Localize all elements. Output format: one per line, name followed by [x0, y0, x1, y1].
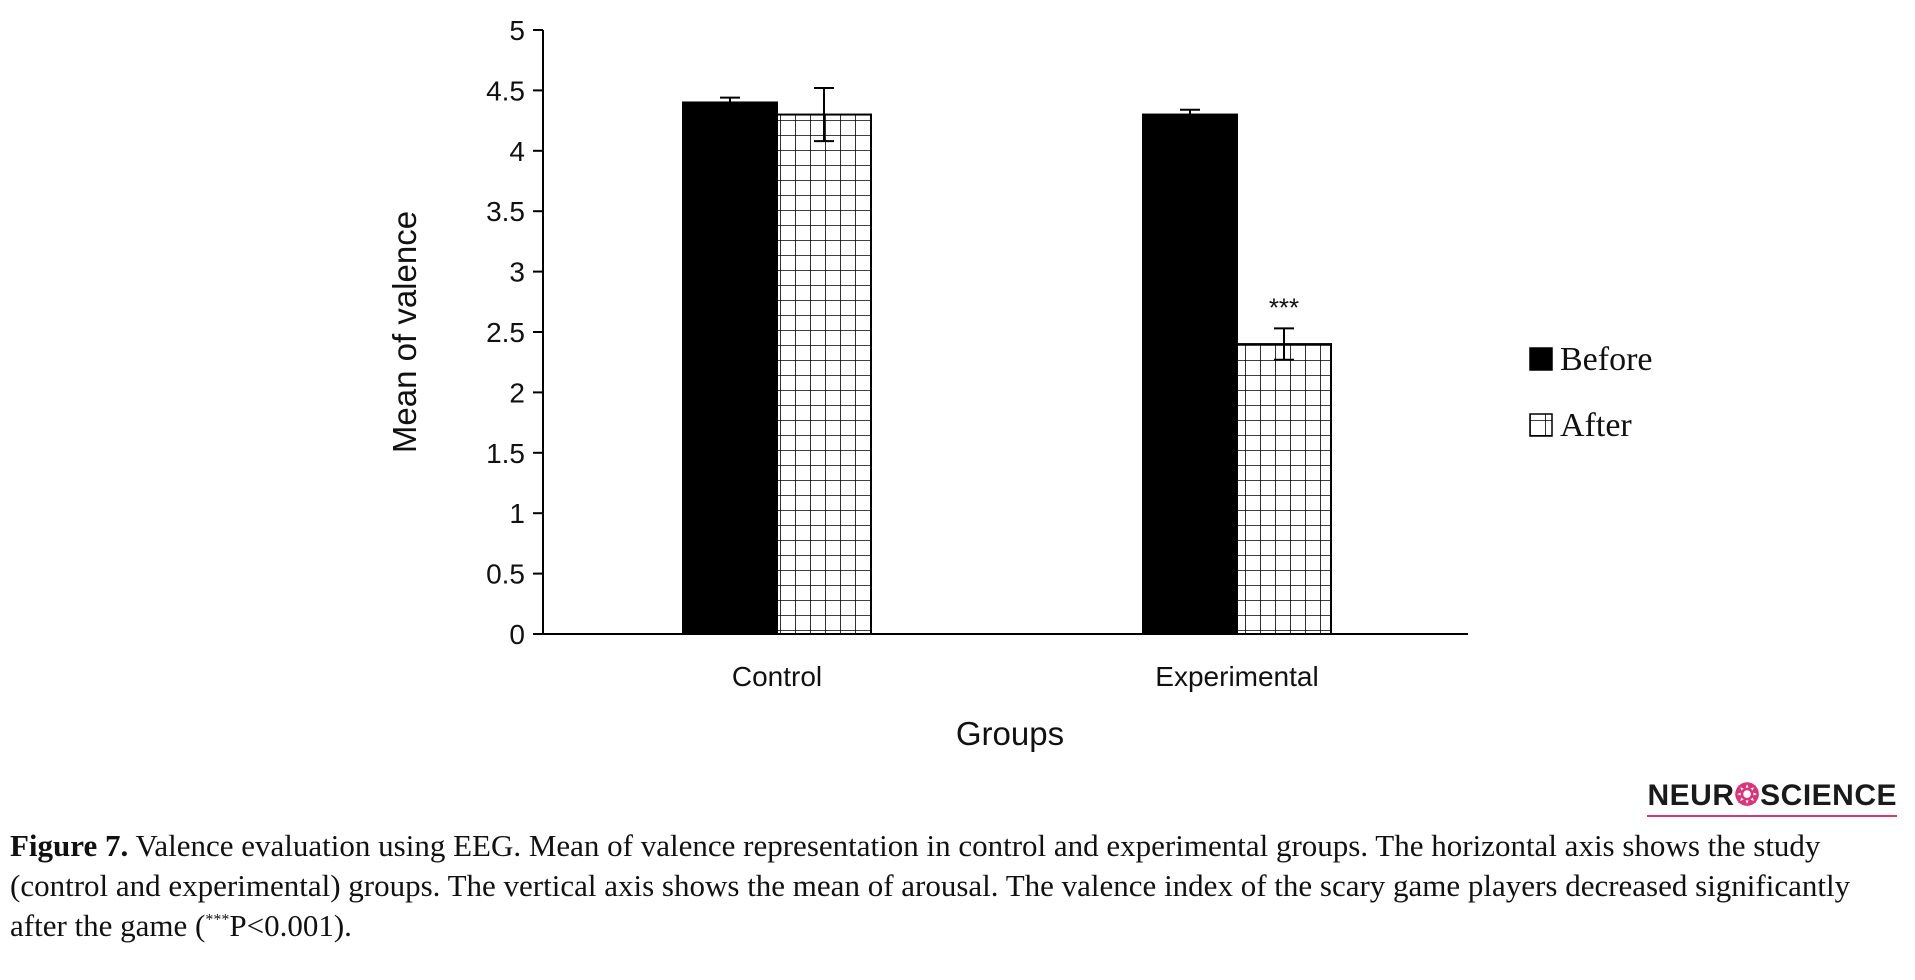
y-tick-label: 0	[509, 619, 525, 650]
y-axis-title: Mean of valence	[386, 211, 423, 453]
figure-caption: Figure 7. Valence evaluation using EEG. …	[10, 826, 1905, 946]
y-tick-label: 4.5	[486, 75, 525, 106]
caption-label: Figure 7.	[10, 828, 129, 863]
significance-label: ***	[1269, 292, 1299, 322]
chart-axes: 0 0.5 1 1.5 2 2.5 3 3.5 4 4.5 5 Mean of valence Grou…	[386, 15, 1468, 752]
chart-legend: Before After	[1529, 341, 1653, 444]
x-axis-title: Groups	[956, 715, 1064, 752]
caption-text-end: P<0.001).	[229, 908, 352, 943]
neuroscience-logo: NEUR❂SCIENCE	[1647, 778, 1897, 817]
y-tick-label: 4	[509, 136, 525, 167]
chart-bars: ***	[682, 86, 1332, 636]
y-tick-label: 0.5	[486, 559, 525, 590]
logo-prefix: NEUR	[1647, 779, 1735, 812]
x-tick-label: Control	[732, 661, 822, 692]
legend-label-after: After	[1560, 407, 1632, 444]
y-tick-label: 2.5	[486, 317, 525, 348]
legend-swatch-after	[1529, 413, 1553, 437]
x-tick-label: Experimental	[1155, 661, 1318, 692]
y-tick-label: 3	[509, 257, 525, 288]
logo-suffix: SCIENCE	[1760, 779, 1897, 812]
bar-after-experimental	[1236, 343, 1332, 635]
y-tick-label: 5	[509, 15, 525, 46]
y-tick-label: 1	[509, 498, 525, 529]
caption-text: Valence evaluation using EEG. Mean of va…	[10, 828, 1851, 943]
bar-after-control	[776, 113, 872, 635]
bar-before-experimental	[1142, 113, 1238, 635]
y-tick-label: 2	[509, 377, 525, 408]
logo-o-icon: ❂	[1734, 779, 1761, 812]
y-tick-label: 3.5	[486, 196, 525, 227]
bar-before-control	[682, 101, 778, 636]
legend-swatch-before	[1529, 347, 1553, 371]
legend-label-before: Before	[1560, 341, 1653, 378]
caption-significance: ***	[205, 911, 230, 929]
y-tick-label: 1.5	[486, 438, 525, 469]
